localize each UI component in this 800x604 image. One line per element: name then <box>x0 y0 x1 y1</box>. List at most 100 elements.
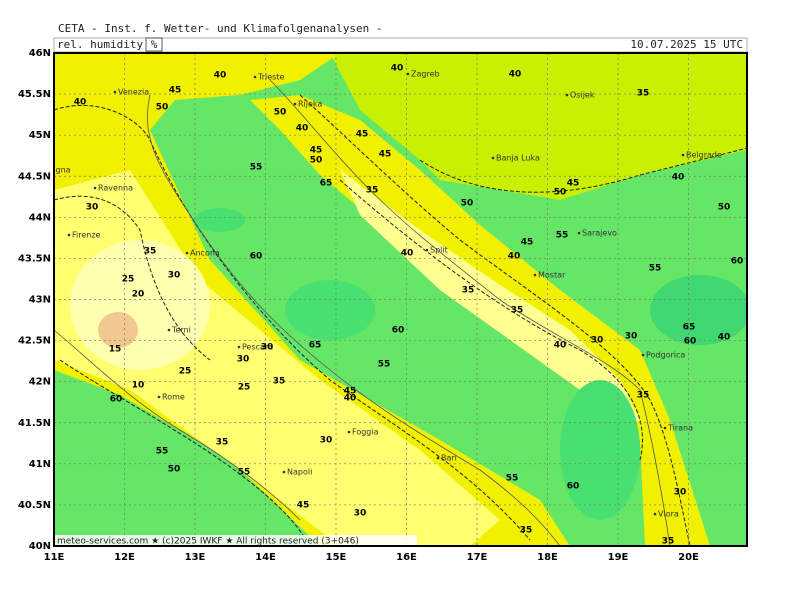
contour-label: 35 <box>520 526 533 536</box>
map-area: Venezia Trieste Zagreb Osijek Rijeka Bologna R… <box>38 53 747 546</box>
longitude-label: 15E <box>326 552 347 563</box>
contour-label: 30 <box>168 271 181 281</box>
contour-label: 45 <box>567 179 580 189</box>
city-dot <box>67 233 71 237</box>
city-label: Ravenna <box>98 184 133 193</box>
contour-label: 40 <box>344 394 357 404</box>
coastline <box>269 79 671 546</box>
graticule <box>54 53 747 546</box>
latitude-label: 42N <box>29 377 51 388</box>
field-darkgreen-2 <box>285 280 375 340</box>
contour-label: 25 <box>122 275 135 285</box>
city-label: Osijek <box>570 91 595 100</box>
contour-label: 55 <box>156 447 169 457</box>
valid-time: 10.07.2025 15 UTC <box>630 38 743 51</box>
latitude-label: 45N <box>29 130 51 141</box>
city-label: Trieste <box>257 73 284 82</box>
latitude-label: 44.5N <box>18 171 51 182</box>
city-label: Zagreb <box>411 70 440 79</box>
city-label: Bologna <box>38 166 71 175</box>
coastline <box>147 94 561 546</box>
contour-label: 30 <box>261 343 274 353</box>
city-dot <box>641 353 645 357</box>
contour-label: 30 <box>591 336 604 346</box>
field-lime <box>330 53 747 210</box>
latitude-label: 46N <box>29 48 51 59</box>
coastline <box>54 329 301 521</box>
city-label: Venezia <box>118 88 149 97</box>
contour-label: 25 <box>238 383 251 393</box>
longitude-label: 13E <box>185 552 206 563</box>
contour-label: 35 <box>216 438 229 448</box>
contour-label: 40 <box>214 71 227 81</box>
city-dot <box>436 456 440 460</box>
city-dot <box>167 328 171 332</box>
contour-label: 35 <box>637 391 650 401</box>
contour-label: 30 <box>86 203 99 213</box>
field-pale <box>70 240 210 370</box>
city-dot <box>93 186 97 190</box>
contour-label: 45 <box>521 238 534 248</box>
city-dot <box>282 470 286 474</box>
field-darkgreen-3 <box>560 380 640 520</box>
latitude-label: 42.5N <box>18 336 51 347</box>
contour-label: 40 <box>554 341 567 351</box>
contour-label: 60 <box>392 326 405 336</box>
contour-label: 35 <box>511 306 524 316</box>
contour-label: 50 <box>461 199 474 209</box>
city-label: Sarajevo <box>582 229 617 238</box>
city-dot <box>663 426 667 430</box>
contour-label: 45 <box>356 130 369 140</box>
contour-label: 55 <box>238 468 251 478</box>
longitude-label: 18E <box>537 552 558 563</box>
field-dry <box>98 312 138 348</box>
contour-label: 55 <box>649 264 662 274</box>
field-darkgreen-1 <box>650 275 747 345</box>
contour-label: 45 <box>169 86 182 96</box>
contour-label: 45 <box>310 146 323 156</box>
contour-line <box>339 179 643 461</box>
contour-label: 40 <box>718 333 731 343</box>
contour-label: 55 <box>250 163 263 173</box>
contour-label: 60 <box>110 395 123 405</box>
city-dot <box>293 102 297 106</box>
contour-label: 40 <box>508 252 521 262</box>
contour-label: 45 <box>379 150 392 160</box>
contour-line <box>54 105 531 541</box>
header-title: CETA - Inst. f. Wetter- und Klimafolgena… <box>58 22 383 35</box>
contour-label: 60 <box>567 482 580 492</box>
contour-label: 40 <box>401 249 414 259</box>
contour-label: 30 <box>354 509 367 519</box>
axes: 11E 12E 13E 14E 15E 16E 17E 18E 19E 20E 46N 45.5N 45… <box>18 48 699 563</box>
contour-label: 60 <box>731 257 744 267</box>
contour-label: 40 <box>391 64 404 74</box>
contour-label: 35 <box>637 89 650 99</box>
latitude-label: 40N <box>29 541 51 552</box>
contour-label: 60 <box>250 252 263 262</box>
city-label: Banja Luka <box>496 154 540 163</box>
contour-label: 35 <box>462 286 475 296</box>
contour-label: 65 <box>320 179 333 189</box>
city-label: Ancona <box>190 249 220 258</box>
map-frame <box>53 52 748 547</box>
longitude-label: 12E <box>114 552 135 563</box>
contour-label: 30 <box>625 332 638 342</box>
latitude-label: 44N <box>29 212 51 223</box>
contour-label: 15 <box>109 345 122 355</box>
city-label: Napoli <box>287 468 312 477</box>
contour-line <box>299 94 691 546</box>
unit: % <box>151 38 158 51</box>
city-dot <box>681 153 685 157</box>
city-dot <box>491 156 495 160</box>
city-label: Bari <box>441 454 457 463</box>
latitude-label: 43N <box>29 295 51 306</box>
footer-bg <box>55 535 417 546</box>
contour-label: 10 <box>132 381 145 391</box>
city-label: Foggia <box>352 428 379 437</box>
contour-label: 65 <box>309 341 322 351</box>
city-dot <box>565 93 569 97</box>
contour-label: 50 <box>168 465 181 475</box>
city-dot <box>653 512 657 516</box>
contour-label: 65 <box>683 323 696 333</box>
city-dot <box>347 430 351 434</box>
